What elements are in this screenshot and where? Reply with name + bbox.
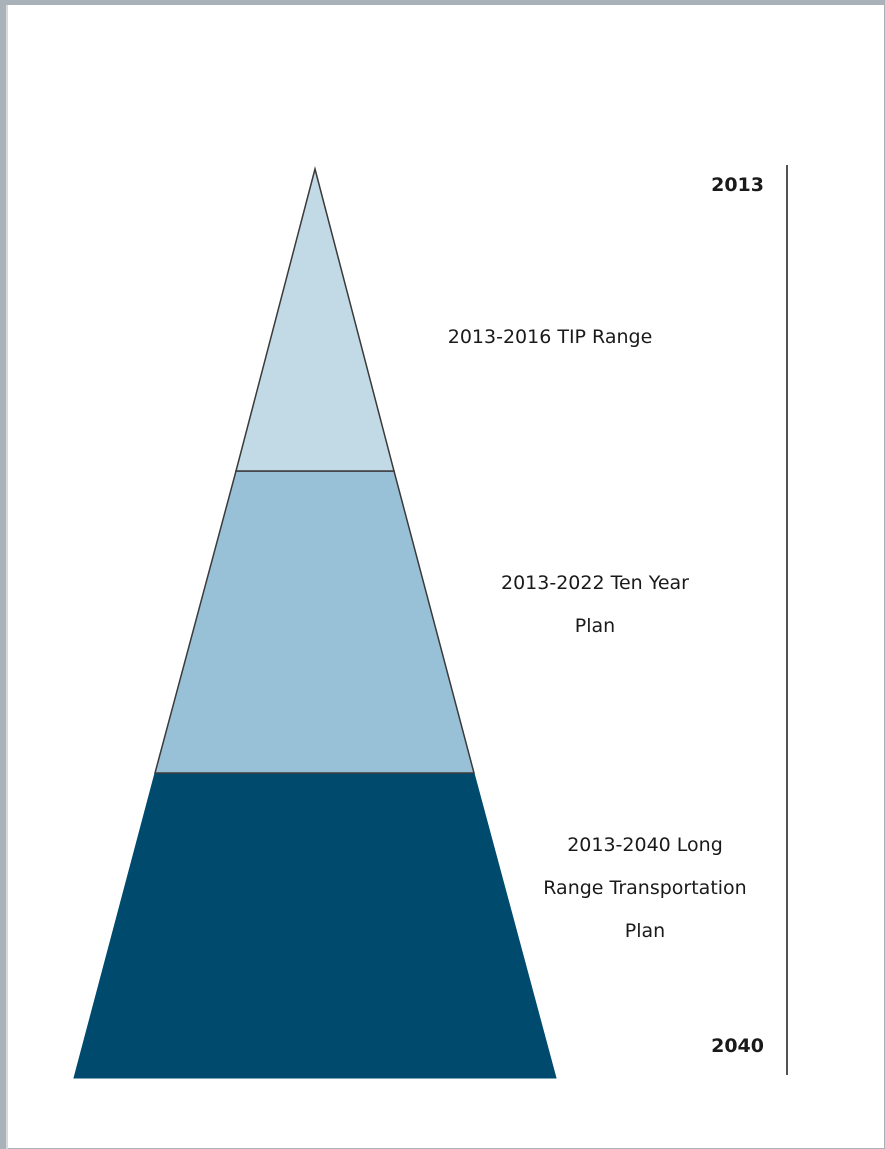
tier-tip (235, 166, 395, 472)
tier-tip-label: 2013-2016 TIP Range (447, 326, 653, 348)
frame-inner-edge (6, 5, 8, 1149)
tier-ten-year (154, 470, 475, 774)
tier-ten-year-label: 2013-2022 Ten Year Plan (501, 572, 689, 637)
tier-long-range-label: 2013-2040 Long Range Transportation Plan (543, 834, 747, 942)
timeline-end-year: 2040 (711, 1035, 764, 1057)
timeline-start-year: 2013 (711, 174, 764, 196)
tier-long-range (73, 772, 557, 1079)
